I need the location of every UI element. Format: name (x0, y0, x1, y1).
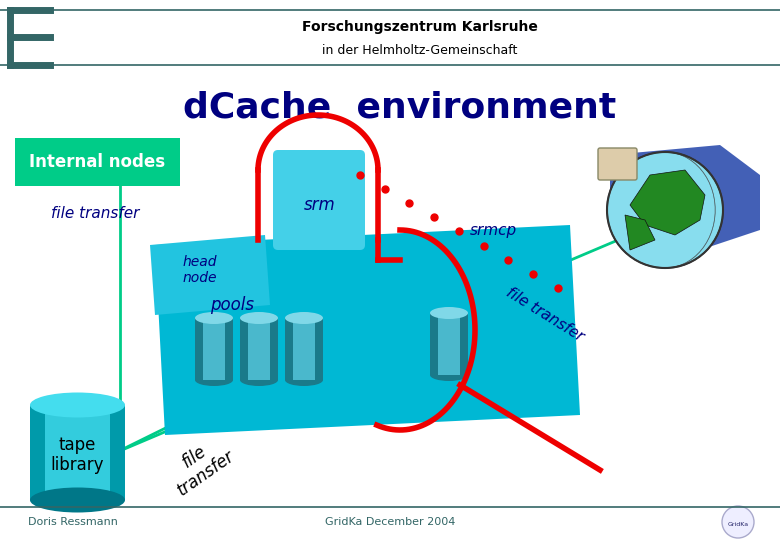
Polygon shape (240, 318, 278, 380)
Text: tape
library: tape library (51, 436, 105, 475)
Polygon shape (30, 405, 125, 500)
Text: Forschungszentrum Karlsruhe: Forschungszentrum Karlsruhe (302, 20, 538, 34)
Text: file transfer: file transfer (51, 206, 139, 220)
Ellipse shape (30, 488, 125, 512)
Text: pools: pools (210, 296, 254, 314)
Ellipse shape (240, 312, 278, 324)
Polygon shape (195, 318, 233, 380)
Polygon shape (155, 225, 580, 435)
Polygon shape (610, 145, 760, 250)
FancyBboxPatch shape (273, 150, 365, 250)
Polygon shape (150, 235, 270, 315)
Polygon shape (45, 405, 110, 500)
Polygon shape (625, 215, 655, 250)
Ellipse shape (430, 307, 468, 319)
Text: file
transfer: file transfer (162, 430, 238, 500)
Circle shape (607, 152, 723, 268)
Text: GridKa: GridKa (728, 523, 749, 528)
Polygon shape (248, 318, 270, 380)
Circle shape (722, 506, 754, 538)
Text: head
node: head node (183, 255, 218, 285)
Ellipse shape (430, 369, 468, 381)
Ellipse shape (195, 374, 233, 386)
Polygon shape (438, 313, 460, 375)
Ellipse shape (285, 312, 323, 324)
Polygon shape (430, 313, 468, 375)
Text: srm: srm (304, 196, 336, 214)
Polygon shape (203, 318, 225, 380)
Text: file transfer: file transfer (504, 285, 587, 345)
Polygon shape (285, 318, 323, 380)
Ellipse shape (30, 393, 125, 417)
Text: srmcp: srmcp (470, 222, 517, 238)
Text: dCache  environment: dCache environment (183, 90, 617, 124)
Polygon shape (630, 170, 705, 235)
Text: GridKa December 2004: GridKa December 2004 (324, 517, 456, 527)
Text: Doris Ressmann: Doris Ressmann (28, 517, 118, 527)
Ellipse shape (195, 312, 233, 324)
Ellipse shape (240, 374, 278, 386)
FancyBboxPatch shape (598, 148, 637, 180)
Text: in der Helmholtz-Gemeinschaft: in der Helmholtz-Gemeinschaft (322, 44, 518, 57)
Text: Internal nodes: Internal nodes (29, 153, 165, 171)
FancyBboxPatch shape (15, 138, 180, 186)
Polygon shape (293, 318, 315, 380)
Ellipse shape (285, 374, 323, 386)
